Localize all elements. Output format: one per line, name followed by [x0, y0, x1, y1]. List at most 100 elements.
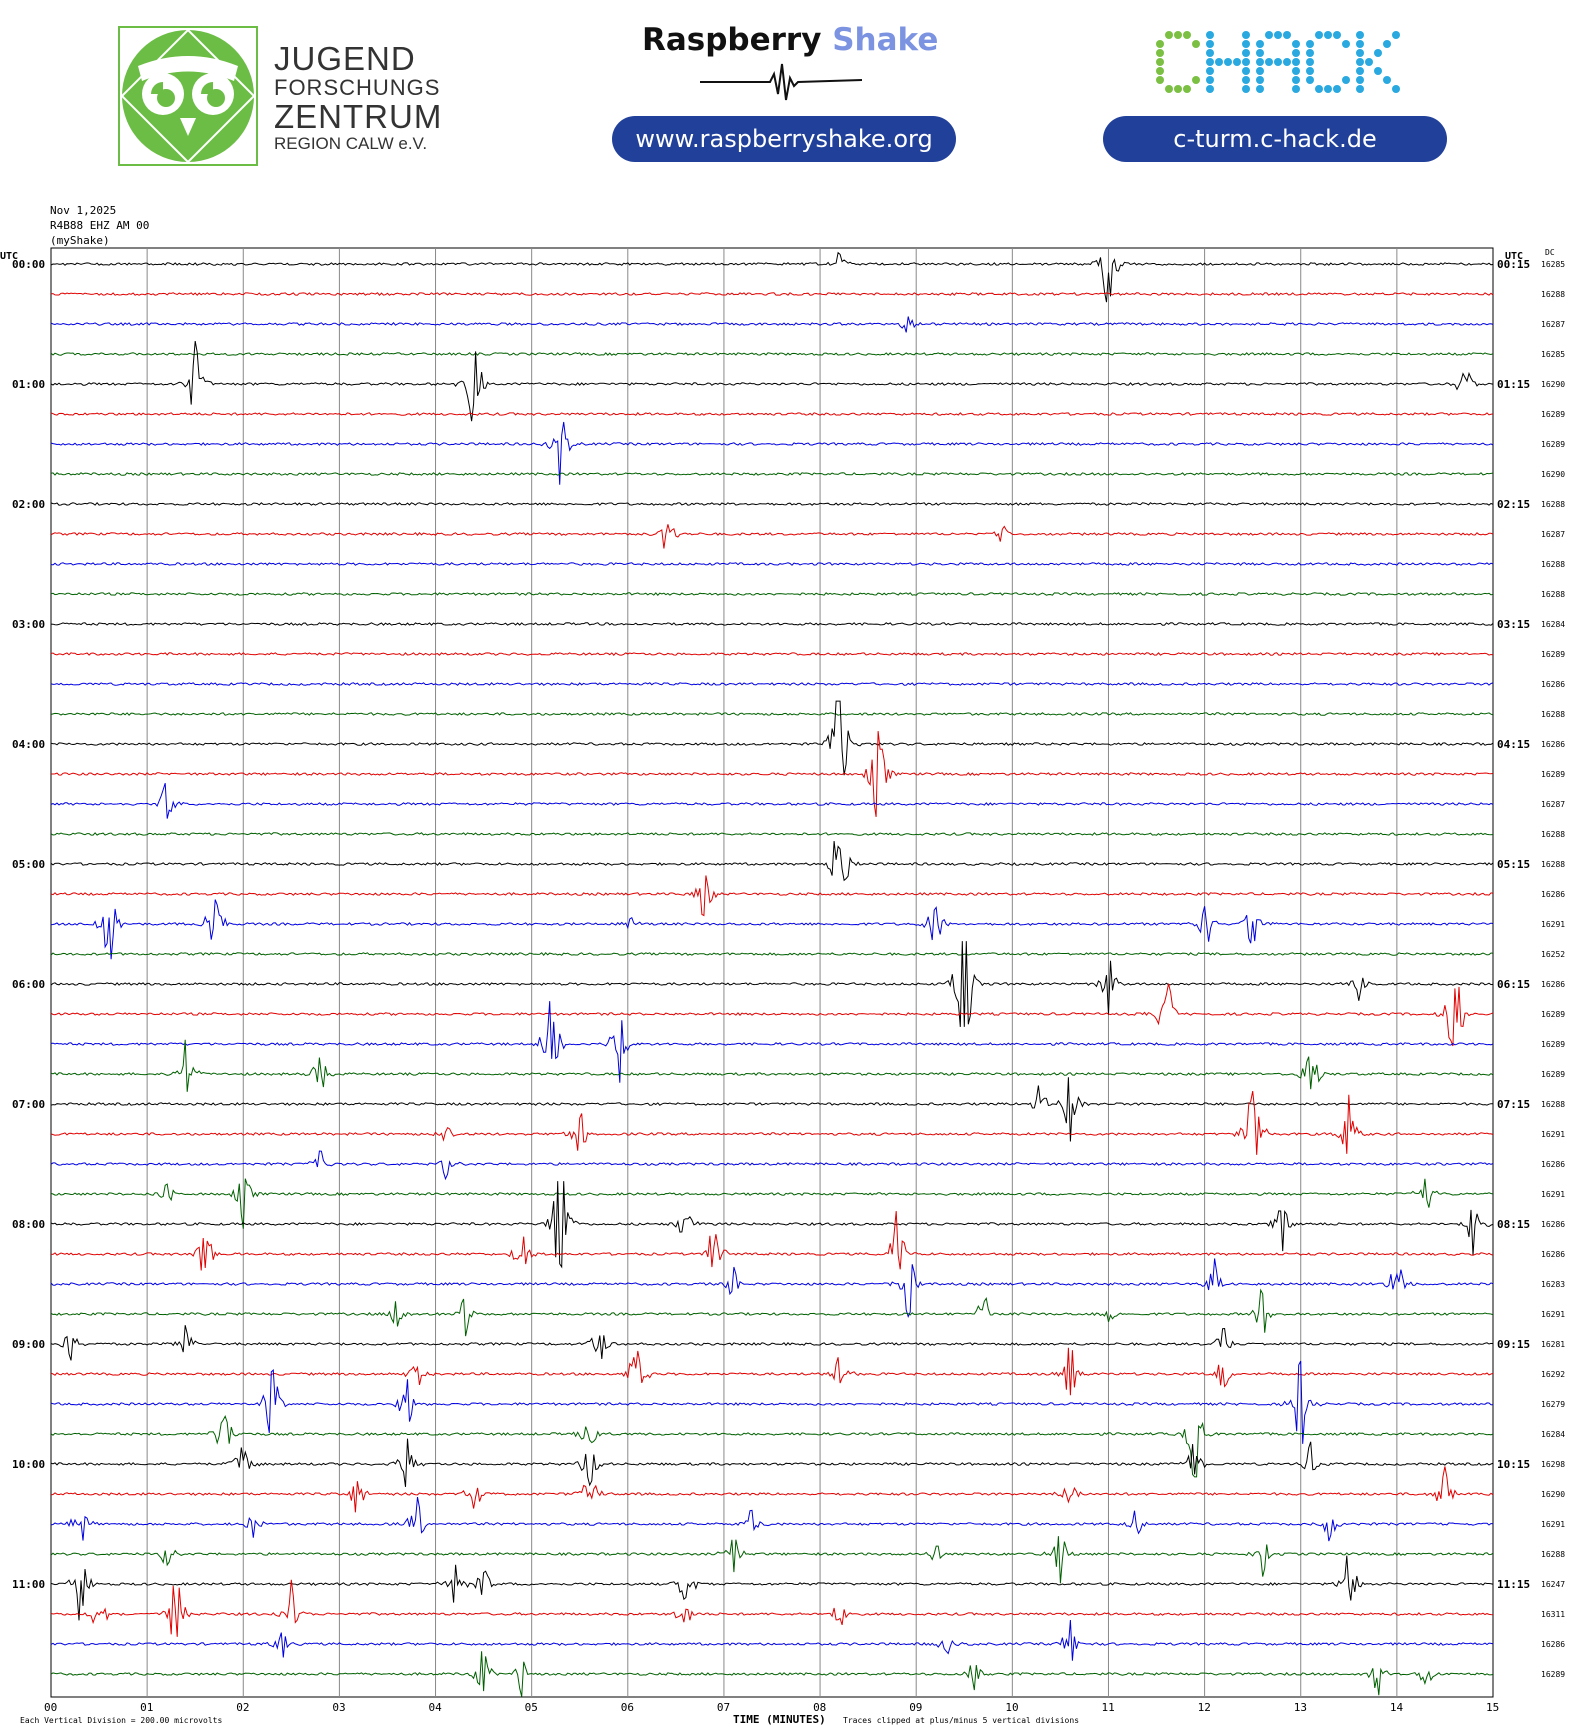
chack-logo-dot: [1183, 31, 1191, 39]
seismic-trace: [50, 1325, 1494, 1361]
left-time-label: 11:00: [12, 1578, 45, 1591]
dc-value: 16288: [1541, 560, 1565, 569]
chack-logo-dot: [1306, 40, 1314, 48]
owl-icon: [118, 26, 258, 166]
dc-value: 16287: [1541, 320, 1565, 329]
chack-logo-dot: [1333, 31, 1341, 39]
x-tick-label: 02: [236, 1701, 249, 1714]
chack-logo-dot: [1206, 31, 1214, 39]
chack-url-link[interactable]: c-turm.c-hack.de: [1103, 116, 1447, 162]
chack-logo-dot: [1292, 58, 1300, 66]
x-tick-label: 00: [44, 1701, 57, 1714]
chack-logo-dot: [1292, 85, 1300, 93]
left-time-label: 10:00: [12, 1458, 45, 1471]
x-tick-label: 01: [140, 1701, 153, 1714]
seismic-trace: [50, 1039, 1494, 1092]
x-tick-label: 06: [621, 1701, 634, 1714]
jfz-line-region: REGION CALW e.V.: [274, 134, 428, 153]
chack-logo-dot: [1256, 49, 1264, 57]
dc-value: 16285: [1541, 350, 1565, 359]
chack-logo-dot: [1306, 67, 1314, 75]
chack-logo-dot: [1333, 85, 1341, 93]
seismic-trace: [50, 983, 1494, 1047]
chack-logo-dot: [1356, 49, 1364, 57]
dc-value: 16286: [1541, 1640, 1565, 1649]
seismic-trace: [50, 700, 1494, 776]
shake-word: Shake: [832, 22, 939, 58]
plot-network: (myShake): [50, 234, 110, 247]
chack-logo-dot: [1306, 49, 1314, 57]
dc-value: 16291: [1541, 1310, 1565, 1319]
dc-value: 16288: [1541, 1100, 1565, 1109]
dc-value: 16291: [1541, 920, 1565, 929]
right-time-label: 08:15: [1497, 1218, 1530, 1231]
chack-logo-dot: [1206, 76, 1214, 84]
x-tick-label: 03: [332, 1701, 345, 1714]
jfz-line-jugend: JUGEND: [274, 40, 416, 77]
chack-logo-dot: [1292, 40, 1300, 48]
left-time-label: 05:00: [12, 858, 45, 871]
dc-value: 16285: [1541, 260, 1565, 269]
chack-logo-dot: [1256, 76, 1264, 84]
chack-logo-dot: [1324, 85, 1332, 93]
chack-logo-dot: [1206, 49, 1214, 57]
seismic-trace: [50, 1579, 1494, 1637]
dc-value: 16311: [1541, 1610, 1565, 1619]
dc-value: 16292: [1541, 1370, 1565, 1379]
seismic-trace: [50, 1555, 1494, 1621]
chack-logo-dot: [1156, 40, 1164, 48]
left-time-label: 06:00: [12, 978, 45, 991]
jfz-wordmark: JUGEND FORSCHUNGS ZENTRUM REGION CALW e.…: [274, 42, 442, 152]
seismic-trace: [50, 1181, 1494, 1269]
plot-frame: [50, 247, 1494, 1698]
dc-value: 16286: [1541, 1250, 1565, 1259]
chack-logo-dot: [1256, 58, 1264, 66]
dc-value: 16287: [1541, 530, 1565, 539]
dc-value: 16289: [1541, 1010, 1565, 1019]
seismic-trace: [50, 1178, 1494, 1229]
seismic-trace: [50, 1077, 1494, 1142]
left-time-label: 04:00: [12, 738, 45, 751]
chack-logo-dot: [1292, 67, 1300, 75]
axis-labels: 00 01 02 03 04 05 06 07 08 09 10 11 12 13 14 15 16285 00:…: [12, 258, 1565, 1714]
chack-logo-dot: [1356, 76, 1364, 84]
chack-logo-dot: [1315, 31, 1323, 39]
left-time-label: 09:00: [12, 1338, 45, 1351]
seismic-trace: [50, 341, 1494, 422]
x-tick-label: 11: [1101, 1701, 1114, 1714]
chack-logo[interactable]: [1155, 30, 1405, 96]
dc-value: 16289: [1541, 410, 1565, 419]
seismic-trace: [50, 712, 1494, 716]
raspberry-shake-logo[interactable]: Raspberry Shake: [642, 22, 938, 58]
left-time-label: 03:00: [12, 618, 45, 631]
dc-value: 16288: [1541, 590, 1565, 599]
jfz-logo[interactable]: JUGEND FORSCHUNGS ZENTRUM REGION CALW e.…: [118, 26, 441, 166]
dc-value: 16290: [1541, 380, 1565, 389]
chack-logo-dot: [1374, 49, 1382, 57]
chack-logo-dot: [1165, 85, 1173, 93]
raspberry-url-link[interactable]: www.raspberryshake.org: [612, 116, 956, 162]
seismic-trace: [50, 421, 1494, 485]
dc-value: 16289: [1541, 440, 1565, 449]
seismic-trace: [50, 1347, 1494, 1396]
seismic-trace: [50, 941, 1494, 1027]
seismic-trace: [50, 251, 1494, 303]
chack-logo-dot: [1215, 58, 1223, 66]
dc-value: 16286: [1541, 980, 1565, 989]
seismic-trace: [50, 840, 1494, 882]
right-time-label: 04:15: [1497, 738, 1530, 751]
x-tick-label: 14: [1390, 1701, 1404, 1714]
right-time-label: 09:15: [1497, 1338, 1530, 1351]
chack-logo-dot: [1365, 58, 1373, 66]
chack-logo-dot: [1242, 76, 1250, 84]
dc-value: 16286: [1541, 1220, 1565, 1229]
seismic-trace: [50, 1360, 1494, 1444]
chack-logo-dot: [1356, 40, 1364, 48]
dc-value: 16288: [1541, 860, 1565, 869]
dc-value: 16286: [1541, 1160, 1565, 1169]
dc-value: 16289: [1541, 770, 1565, 779]
dc-value: 16247: [1541, 1580, 1565, 1589]
chack-logo-dot: [1156, 58, 1164, 66]
seismic-trace: [50, 412, 1494, 416]
